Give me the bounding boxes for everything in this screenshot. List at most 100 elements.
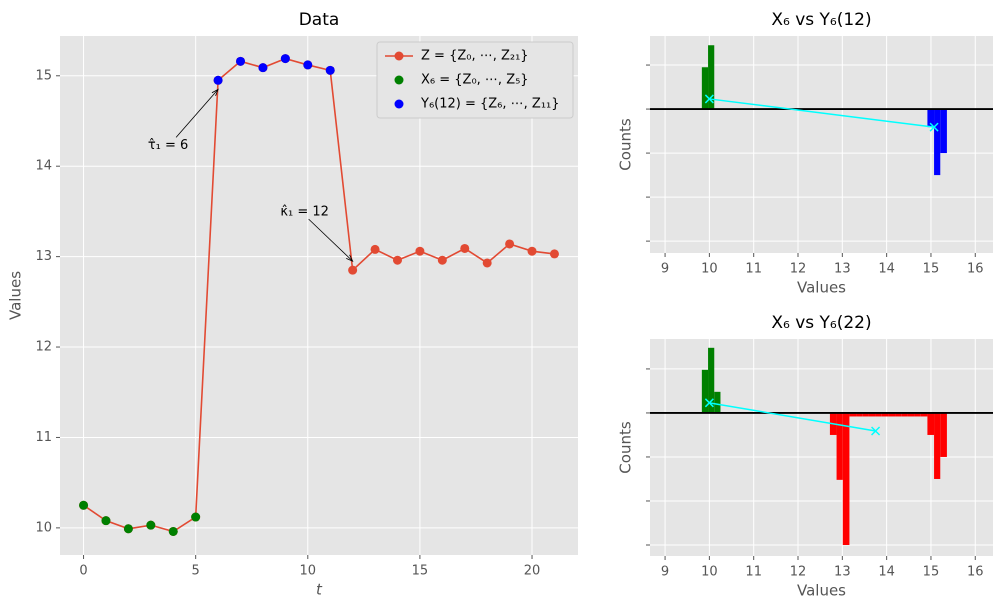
x-tick-label: 13 — [834, 262, 851, 277]
data-point — [168, 526, 178, 536]
annotation-arrow — [308, 218, 353, 262]
hist-bar — [708, 45, 715, 110]
hist-bar — [940, 109, 947, 154]
x-tick-label: 9 — [661, 262, 669, 277]
mean-marker — [704, 94, 714, 104]
mean-line — [709, 402, 876, 432]
y-axis-label: Counts — [617, 118, 635, 171]
data-point — [325, 65, 335, 75]
x-tick-label: 11 — [745, 565, 762, 580]
hist-bar — [927, 412, 935, 435]
x-tick-label: 16 — [967, 262, 984, 277]
arrow-head — [211, 88, 219, 97]
data-point — [191, 512, 201, 522]
hist-bar — [914, 412, 921, 417]
x-tick-label: 13 — [834, 565, 851, 580]
data-point — [123, 524, 133, 534]
hist-bar — [901, 412, 908, 417]
hist-bar — [836, 412, 843, 480]
hist-bar — [708, 347, 715, 413]
x-tick-label: 20 — [524, 564, 541, 579]
data-point — [370, 244, 380, 254]
x-tick-label: 10 — [701, 565, 718, 580]
x-tick-label: 0 — [79, 564, 87, 579]
hist-bar — [701, 67, 709, 110]
data-point — [348, 265, 358, 275]
x-axis-label: t — [316, 581, 323, 599]
x-tick-label: 11 — [745, 262, 762, 277]
hist-bar — [927, 109, 935, 128]
data-point — [236, 56, 246, 66]
x-tick-label: 9 — [661, 565, 669, 580]
legend-box — [376, 41, 574, 119]
y-axis-label: Values — [7, 271, 25, 320]
x-tick-label: 5 — [192, 564, 200, 579]
arrow-head — [346, 254, 354, 262]
mean-marker — [871, 426, 881, 436]
hist-bar — [888, 412, 896, 417]
legend: Z = {Z₀, ⋯, Z₂₁} X₆ = {Z₀, ⋯, Z₅} Y₆(12) =… — [376, 41, 574, 119]
y-tick-label: 12 — [35, 340, 52, 355]
data-point — [146, 520, 156, 530]
annotation: τ̂₁ = 6 — [148, 138, 188, 153]
x-tick-label: 12 — [790, 565, 807, 580]
x-tick-label: 15 — [923, 565, 940, 580]
x-tick-label: 15 — [412, 564, 429, 579]
x-axis-label: Values — [797, 582, 846, 600]
data-point — [303, 60, 313, 70]
x-tick-label: 10 — [701, 262, 718, 277]
data-point — [549, 249, 559, 259]
hist-bar — [856, 412, 863, 417]
x-tick-label: 15 — [923, 262, 940, 277]
legend-label: Y₆(12) = {Z₆, ⋯, Z₁₁} — [420, 97, 560, 112]
hist-bar — [849, 412, 857, 417]
legend-marker — [394, 75, 404, 85]
y-tick-label: 13 — [35, 249, 52, 264]
hist-bar — [881, 412, 889, 417]
legend-marker — [394, 51, 404, 61]
data-point — [505, 239, 515, 249]
y-axis-label: Counts — [617, 421, 635, 474]
data-point — [258, 63, 268, 73]
x-tick-label: 14 — [878, 565, 895, 580]
hist-bar — [701, 369, 709, 413]
chart-title: X₆ vs Y₆(12) — [771, 10, 871, 30]
y-tick-label: 11 — [35, 430, 52, 445]
hist-bar — [895, 412, 902, 417]
annotation: κ̂₁ = 12 — [280, 205, 329, 220]
legend-label: X₆ = {Z₀, ⋯, Z₅} — [421, 73, 529, 88]
hist-bar — [842, 412, 850, 545]
mean-line — [709, 98, 935, 128]
data-point — [101, 516, 111, 526]
chart-title: X₆ vs Y₆(22) — [771, 313, 871, 333]
data-point — [415, 246, 425, 256]
hist-bar — [920, 412, 928, 417]
hist-bar — [862, 412, 869, 417]
data-point — [392, 255, 402, 265]
x-tick-label: 12 — [790, 262, 807, 277]
data-point — [527, 246, 537, 256]
data-point — [460, 243, 470, 253]
hist-bar — [940, 412, 947, 457]
y-tick-label: 15 — [35, 68, 52, 83]
data-point — [437, 255, 447, 265]
hist-bar — [934, 412, 941, 479]
chart-title: Data — [299, 10, 340, 30]
legend-marker — [394, 99, 404, 109]
x-axis-label: Values — [797, 279, 846, 297]
data-point — [482, 258, 492, 268]
y-tick-label: 14 — [35, 159, 52, 174]
hist-bar — [907, 412, 915, 417]
data-point — [280, 54, 290, 64]
x-tick-label: 16 — [967, 565, 984, 580]
mean-marker — [704, 398, 714, 408]
y-tick-label: 10 — [35, 520, 52, 535]
mean-marker — [929, 122, 939, 132]
x-tick-label: 14 — [878, 262, 895, 277]
legend-label: Z = {Z₀, ⋯, Z₂₁} — [421, 49, 529, 64]
hist-bar — [714, 391, 721, 413]
data-point — [79, 500, 89, 510]
plot-area — [60, 36, 578, 555]
annotation-arrow — [175, 89, 219, 138]
